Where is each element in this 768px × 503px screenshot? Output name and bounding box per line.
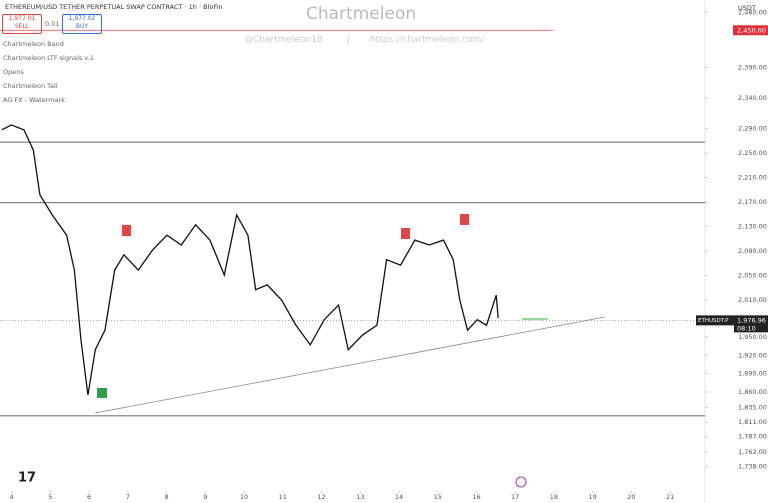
y-tick-label: 2,090.00	[738, 247, 767, 255]
alert-tag	[733, 25, 768, 36]
symbol-name: ETHUSDT.P	[698, 318, 729, 324]
symbol-title: ETHEREUM/USD TETHER PERPETUAL SWAP CONTR…	[5, 3, 223, 11]
currency: USDT	[738, 4, 756, 12]
y-tick-label: 2,250.00	[738, 149, 767, 157]
y-tick-label: 2,170.00	[738, 198, 767, 206]
y-tick-label: 1,738.00	[738, 463, 767, 471]
countdown: 08:10	[737, 324, 756, 332]
sell-signal	[460, 214, 469, 225]
x-tick-label: 8	[164, 493, 168, 501]
watermark-separator: |	[347, 35, 351, 45]
x-tick-label: 10	[240, 493, 248, 501]
x-tick-label: 13	[356, 493, 364, 501]
x-tick-label: 19	[589, 493, 597, 501]
y-tick-label: 1,835.00	[738, 403, 767, 411]
buy-price: 1,977.02	[68, 15, 96, 22]
y-tick-label: 2,130.00	[738, 223, 767, 231]
y-tick-label: 2,480.00	[738, 8, 767, 16]
x-tick-label: 7	[126, 493, 130, 501]
indicator-label[interactable]: Chartmeleon LTF signals v.1	[3, 54, 94, 62]
watermark-handle: @Chartmeleon1B	[244, 35, 324, 45]
alert-label: 2,450.60	[737, 26, 766, 34]
sell-price: 1,977.01	[8, 15, 36, 22]
x-tick-label: 5	[48, 493, 52, 501]
logo: 17	[18, 471, 36, 486]
spread: 0.01	[45, 20, 60, 28]
x-tick-label: 6	[87, 493, 91, 501]
y-tick-label: 2,390.00	[738, 63, 767, 71]
y-tick-label: 1,890.00	[738, 370, 767, 378]
y-tick-label: 1,787.00	[738, 433, 767, 441]
x-tick-label: 21	[666, 493, 674, 501]
y-tick-label: 1,860.00	[738, 388, 767, 396]
indicator-label[interactable]: AG FX - Watermark	[3, 96, 65, 104]
x-tick-label: 17	[511, 493, 519, 501]
y-tick-label: 1,811.00	[738, 418, 767, 426]
y-tick-label: 2,290.00	[738, 125, 767, 133]
y-tick-label: 2,210.00	[738, 174, 767, 182]
buy-button[interactable]: 1,977.02 BUY	[62, 14, 102, 34]
watermark-title: Chartmeleon	[306, 4, 417, 24]
sell-label: SELL	[14, 23, 30, 30]
x-tick-label: 20	[627, 493, 635, 501]
y-tick-label: 1,920.00	[738, 351, 767, 359]
buy-signal	[97, 388, 107, 398]
x-tick-label: 15	[434, 493, 442, 501]
buy-label: BUY	[75, 23, 89, 30]
y-tick-label: 2,340.00	[738, 94, 767, 102]
last-price: 1,976.96	[737, 316, 766, 324]
indicator-label[interactable]: Chartmeleon Tall	[3, 82, 58, 90]
sell-signal	[401, 228, 410, 239]
x-tick-label: 11	[279, 493, 287, 501]
x-tick-label: 12	[317, 493, 325, 501]
price-tag	[734, 315, 768, 333]
watermark-url: https://chartmeleon.com/	[370, 35, 485, 45]
trendline	[94, 316, 606, 414]
price-line	[1, 124, 499, 396]
x-tick-label: 18	[550, 493, 558, 501]
y-tick-label: 2,010.00	[738, 296, 767, 304]
indicator-label[interactable]: Opens	[3, 68, 24, 76]
sell-button[interactable]: 1,977.01 SELL	[2, 14, 42, 34]
y-tick-label: 2,050.00	[738, 272, 767, 280]
y-tick-label: 1,762.00	[738, 448, 767, 456]
symbol-tag	[696, 315, 734, 326]
indicator-label[interactable]: Chartmeleon Band	[3, 40, 64, 48]
sell-signal	[122, 225, 131, 236]
x-tick-label: 14	[395, 493, 403, 501]
x-tick-label: 4	[10, 493, 14, 501]
y-tick-label: 1,950.00	[738, 333, 767, 341]
flash-icon[interactable]	[515, 476, 527, 488]
x-tick-label: 9	[203, 493, 207, 501]
x-tick-label: 16	[472, 493, 480, 501]
